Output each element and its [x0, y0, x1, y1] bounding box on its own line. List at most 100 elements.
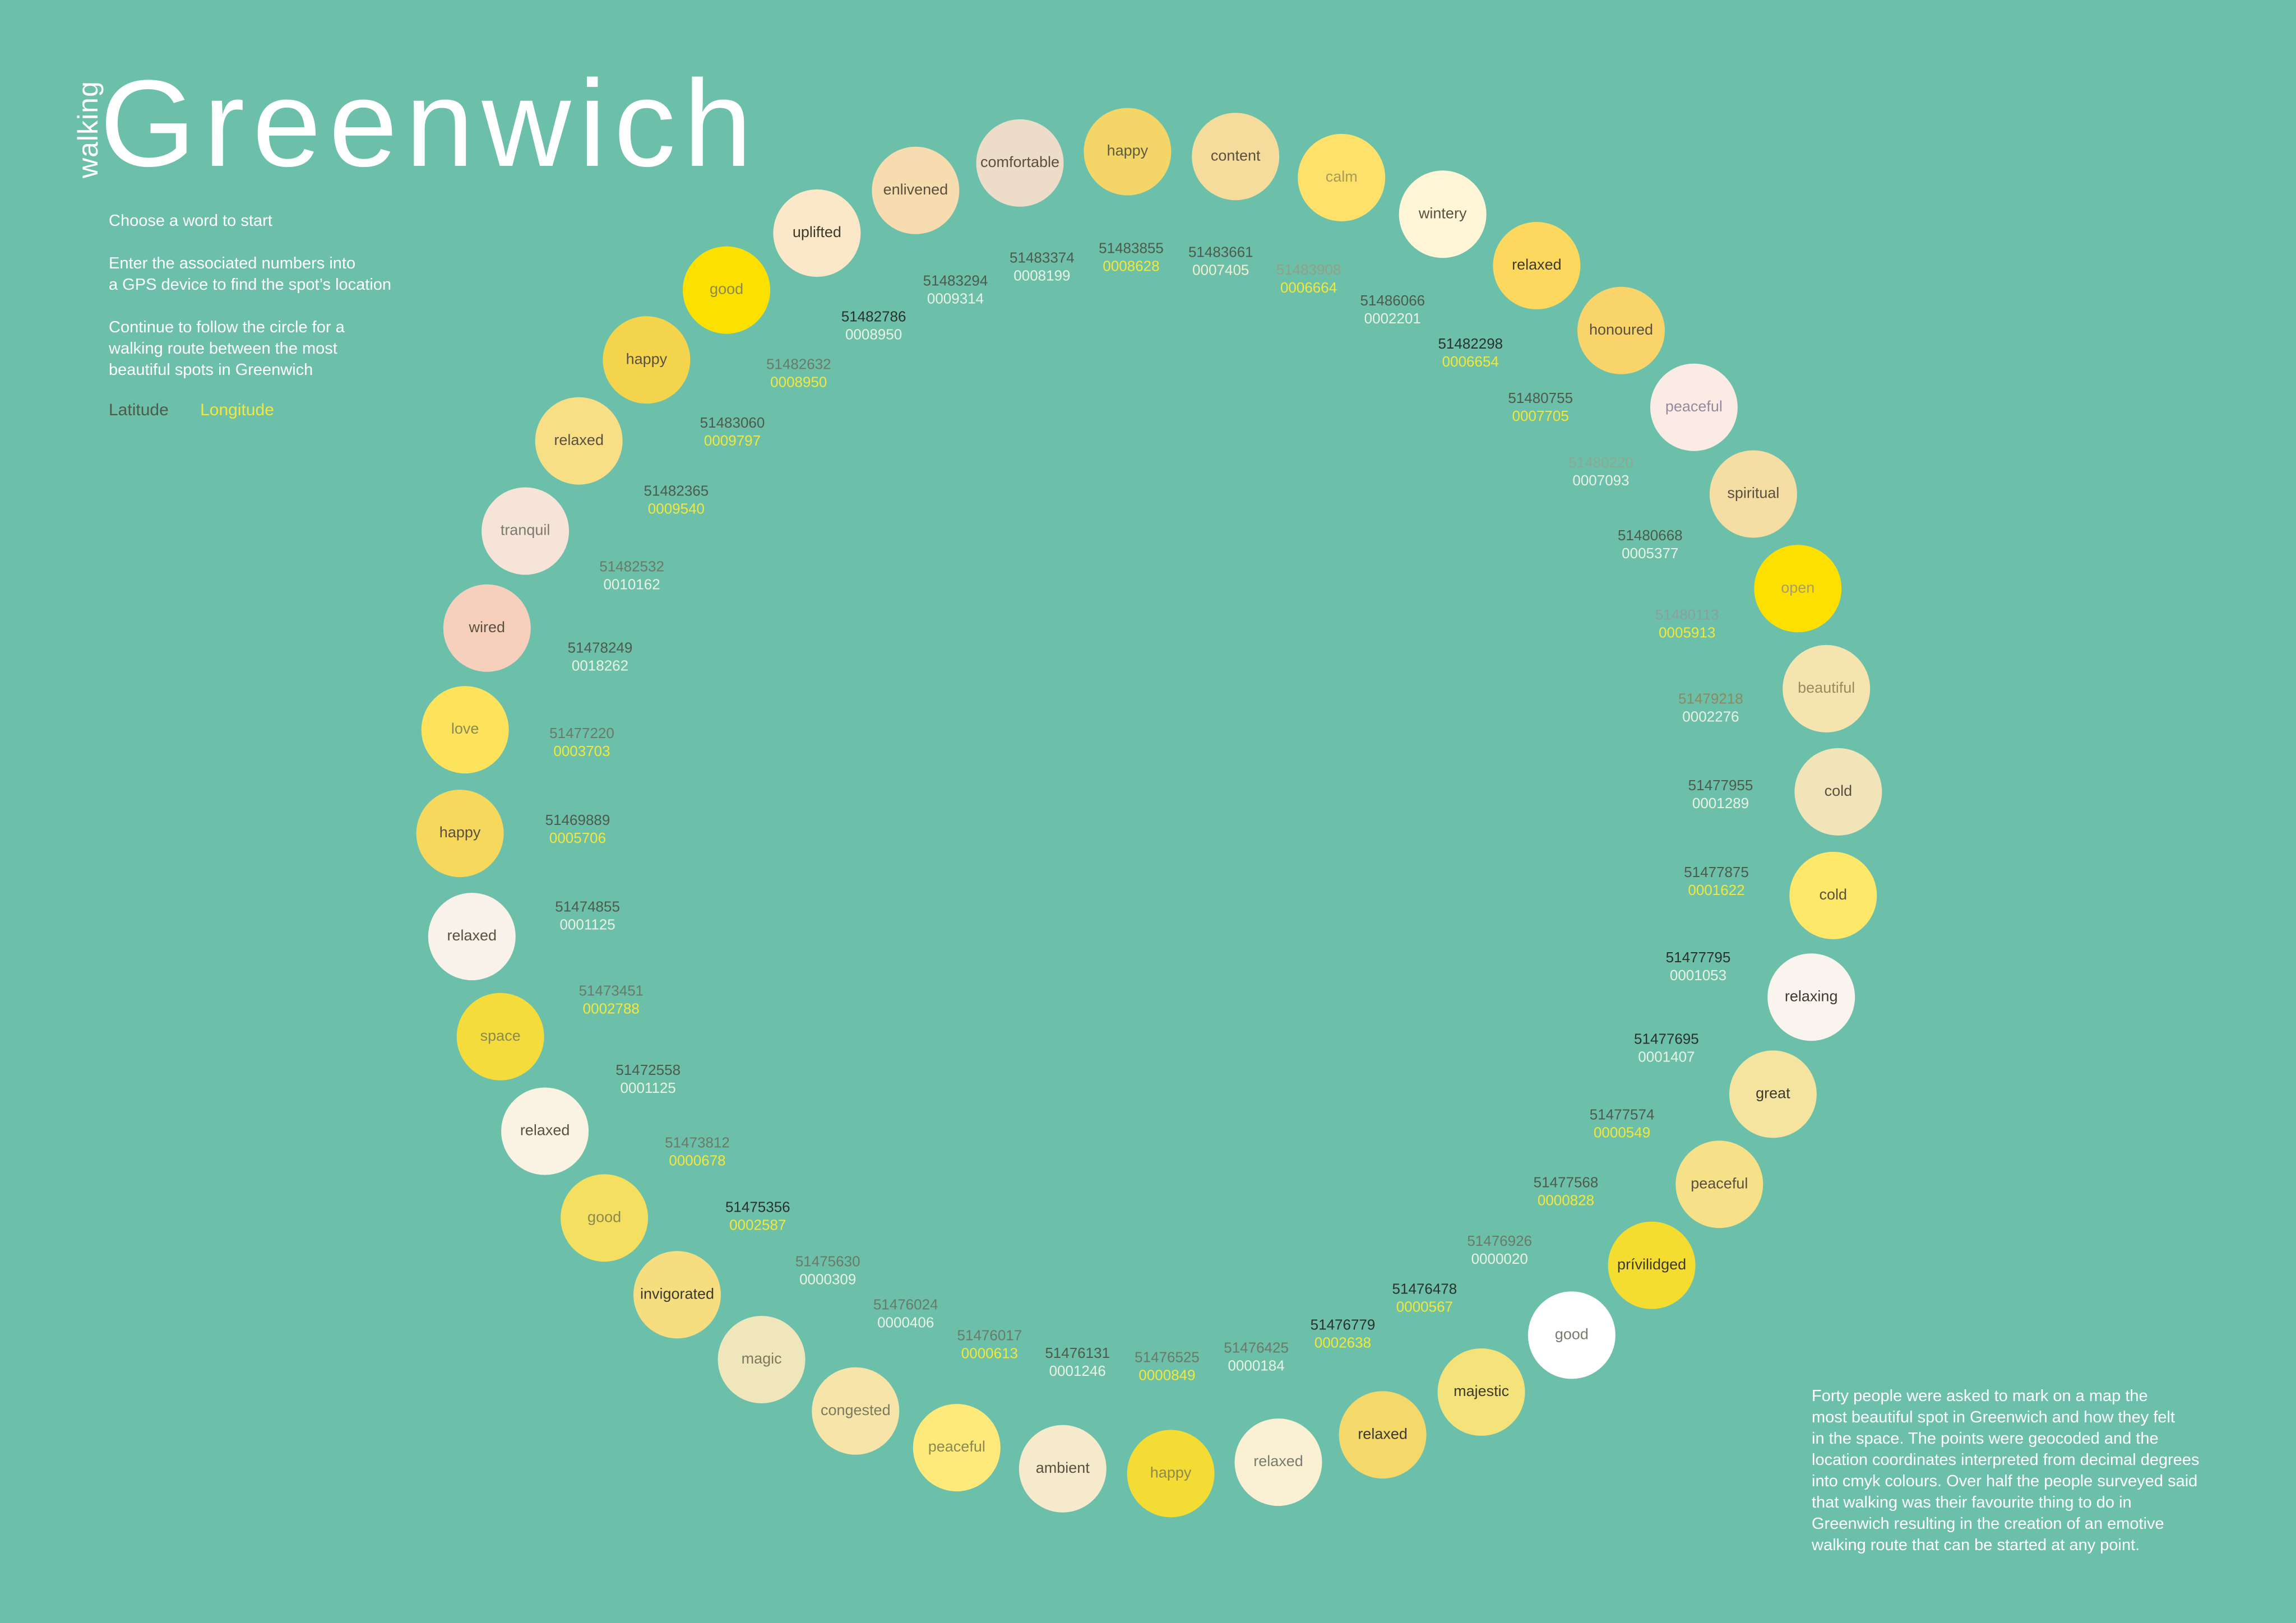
- spot-circle[interactable]: [1298, 133, 1386, 221]
- legend: Latitude Longitude: [109, 401, 301, 420]
- spot-circle[interactable]: [456, 993, 544, 1081]
- spot-circle[interactable]: [416, 790, 504, 878]
- spot-circle[interactable]: [1234, 1418, 1322, 1506]
- spot-longitude: 0000567: [1396, 1298, 1453, 1315]
- spot-word: great: [1756, 1085, 1790, 1102]
- spot-word: relaxing: [1785, 987, 1838, 1004]
- spot-word: space: [480, 1027, 521, 1044]
- spot-latitude: 51480113: [1655, 606, 1719, 623]
- spot-circle[interactable]: [421, 686, 509, 774]
- spot-word: relaxed: [1253, 1453, 1303, 1469]
- spot-latitude: 51478249: [568, 639, 633, 656]
- spot-word: peaceful: [928, 1438, 985, 1455]
- spot-circle[interactable]: [1192, 113, 1280, 201]
- instruction-2: Enter the associated numbers into a GPS …: [109, 254, 392, 294]
- spot-circle[interactable]: [1084, 108, 1172, 196]
- spot-longitude: 0009540: [648, 500, 705, 517]
- spot-circle[interactable]: [1783, 644, 1871, 732]
- spot-circle[interactable]: [482, 487, 570, 575]
- spot-word: uplifted: [793, 224, 841, 240]
- spot-word: relaxed: [447, 927, 497, 944]
- spot-word: ambient: [1036, 1459, 1090, 1476]
- spot-circle[interactable]: [1019, 1425, 1107, 1513]
- spot-word: peaceful: [1665, 398, 1723, 415]
- spot-longitude: 0001289: [1692, 795, 1749, 812]
- spot-latitude: 51475356: [725, 1199, 790, 1216]
- spot-latitude: 51482532: [599, 558, 664, 574]
- spot-longitude: 0007405: [1192, 262, 1249, 279]
- spot-word: spiritual: [1727, 485, 1779, 502]
- spot-longitude: 0000020: [1471, 1250, 1528, 1267]
- spot-circle[interactable]: [633, 1251, 721, 1339]
- spot-latitude: 51477574: [1590, 1106, 1655, 1123]
- spot-circle[interactable]: [1675, 1140, 1763, 1228]
- spot-longitude: 0000406: [877, 1314, 934, 1331]
- spot-circle[interactable]: [1709, 450, 1797, 538]
- spot-longitude: 0001125: [621, 1079, 676, 1096]
- spot-circle[interactable]: [1527, 1291, 1615, 1379]
- spot-word: happy: [1107, 142, 1149, 159]
- spot-circle[interactable]: [1127, 1430, 1215, 1518]
- spot-word: cold: [1820, 886, 1848, 903]
- spot-circle[interactable]: [1767, 953, 1855, 1041]
- spot-circle[interactable]: [1754, 545, 1842, 633]
- instruction-1: Choose a word to start: [109, 212, 272, 230]
- spot-latitude: 51477695: [1634, 1030, 1699, 1047]
- spot-circle[interactable]: [976, 119, 1064, 207]
- spot-longitude: 0002587: [729, 1217, 786, 1234]
- spot-word: relaxed: [1358, 1425, 1408, 1442]
- spot-latitude: 51477955: [1688, 777, 1753, 794]
- spot-longitude: 0005706: [549, 829, 606, 846]
- spot-latitude: 51483855: [1099, 239, 1164, 256]
- spot-circle[interactable]: [683, 246, 771, 334]
- spot-word: honoured: [1589, 321, 1653, 338]
- spot-circle[interactable]: [773, 189, 861, 277]
- spot-circle[interactable]: [428, 893, 516, 981]
- spot-circle[interactable]: [1789, 851, 1877, 939]
- spot-circle[interactable]: [812, 1367, 900, 1455]
- spot-longitude: 0008950: [770, 374, 827, 391]
- legend-longitude: Longitude: [200, 401, 274, 419]
- spot-word: good: [587, 1208, 621, 1225]
- spot-circle[interactable]: [1493, 222, 1581, 309]
- spot-circle[interactable]: [1339, 1391, 1427, 1479]
- spot-circle[interactable]: [535, 397, 623, 485]
- spot-circle[interactable]: [1729, 1050, 1817, 1138]
- spot-latitude: 51476478: [1392, 1280, 1457, 1297]
- spot-longitude: 0001053: [1670, 967, 1726, 984]
- spot-circle[interactable]: [1650, 363, 1738, 451]
- spot-circle[interactable]: [443, 584, 531, 672]
- spot-circle[interactable]: [1437, 1348, 1525, 1436]
- spot-circle[interactable]: [603, 316, 691, 404]
- spot-latitude: 51474855: [555, 898, 620, 915]
- spot-circle[interactable]: [1794, 748, 1882, 836]
- spot-longitude: 0005377: [1622, 545, 1678, 562]
- spot-longitude: 0002788: [583, 1000, 640, 1017]
- spot-latitude: 51480755: [1508, 389, 1573, 406]
- spot-longitude: 0001407: [1638, 1048, 1695, 1065]
- spot-word: invigorated: [640, 1285, 714, 1302]
- spot-circle[interactable]: [1399, 170, 1487, 258]
- spot-latitude: 51475630: [795, 1253, 860, 1270]
- spot-word: cold: [1825, 782, 1853, 799]
- spot-circle[interactable]: [561, 1174, 649, 1262]
- spot-circle[interactable]: [872, 146, 960, 234]
- spot-word: good: [710, 281, 743, 298]
- spot-word: comfortable: [980, 154, 1059, 170]
- spot-circle[interactable]: [1608, 1221, 1696, 1309]
- spot-longitude: 0001246: [1049, 1362, 1106, 1379]
- spot-longitude: 0006664: [1280, 279, 1337, 296]
- spot-latitude: 51482632: [766, 356, 831, 373]
- spot-word: wired: [469, 619, 506, 636]
- spot-circle[interactable]: [501, 1087, 589, 1175]
- spot-circle[interactable]: [1577, 286, 1665, 374]
- instructions: Choose a word to start Enter the associa…: [109, 210, 512, 402]
- spot-longitude: 0000613: [961, 1345, 1018, 1362]
- spot-longitude: 0002276: [1682, 708, 1739, 725]
- spot-longitude: 0008199: [1013, 267, 1070, 284]
- spot-word: content: [1211, 147, 1261, 164]
- spot-circle[interactable]: [913, 1404, 1001, 1492]
- spot-longitude: 0018262: [572, 657, 628, 674]
- spot-latitude: 51476779: [1311, 1316, 1376, 1333]
- spot-circle[interactable]: [718, 1316, 806, 1403]
